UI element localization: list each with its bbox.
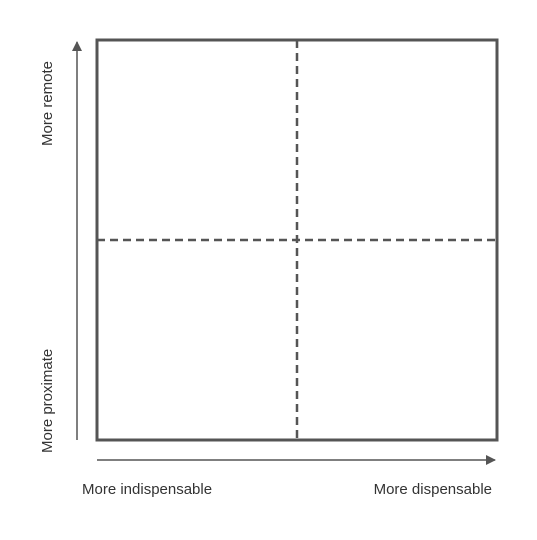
y-bottom-label: More proximate xyxy=(39,349,56,453)
y-top-label: More remote xyxy=(39,61,56,146)
x-right-label: More dispensable xyxy=(374,481,492,498)
x-left-label: More indispensable xyxy=(82,481,212,498)
